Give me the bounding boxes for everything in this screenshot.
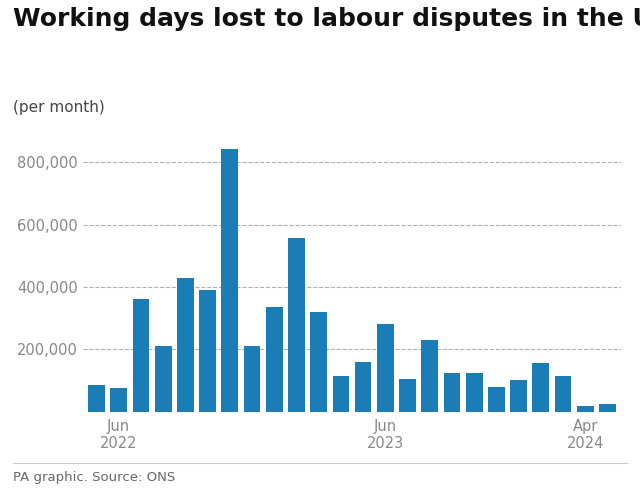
Bar (177, 277, 194, 412)
Bar (288, 238, 305, 412)
Text: (per month): (per month) (13, 100, 104, 116)
Bar (532, 363, 549, 412)
Bar (155, 346, 172, 412)
Bar (555, 376, 572, 412)
Bar (399, 379, 416, 412)
Bar (577, 406, 593, 412)
Bar (221, 149, 238, 412)
Bar (466, 372, 483, 412)
Bar (266, 307, 283, 412)
Bar (377, 324, 394, 412)
Bar (355, 362, 371, 412)
Bar (244, 346, 260, 412)
Bar (333, 376, 349, 412)
Bar (111, 388, 127, 412)
Bar (132, 299, 149, 412)
Bar (510, 380, 527, 412)
Bar (444, 372, 460, 412)
Bar (88, 385, 105, 412)
Bar (599, 404, 616, 412)
Bar (421, 340, 438, 412)
Bar (488, 387, 505, 412)
Text: Working days lost to labour disputes in the UK: Working days lost to labour disputes in … (13, 7, 640, 31)
Bar (310, 312, 327, 412)
Bar (199, 290, 216, 412)
Text: PA graphic. Source: ONS: PA graphic. Source: ONS (13, 471, 175, 484)
